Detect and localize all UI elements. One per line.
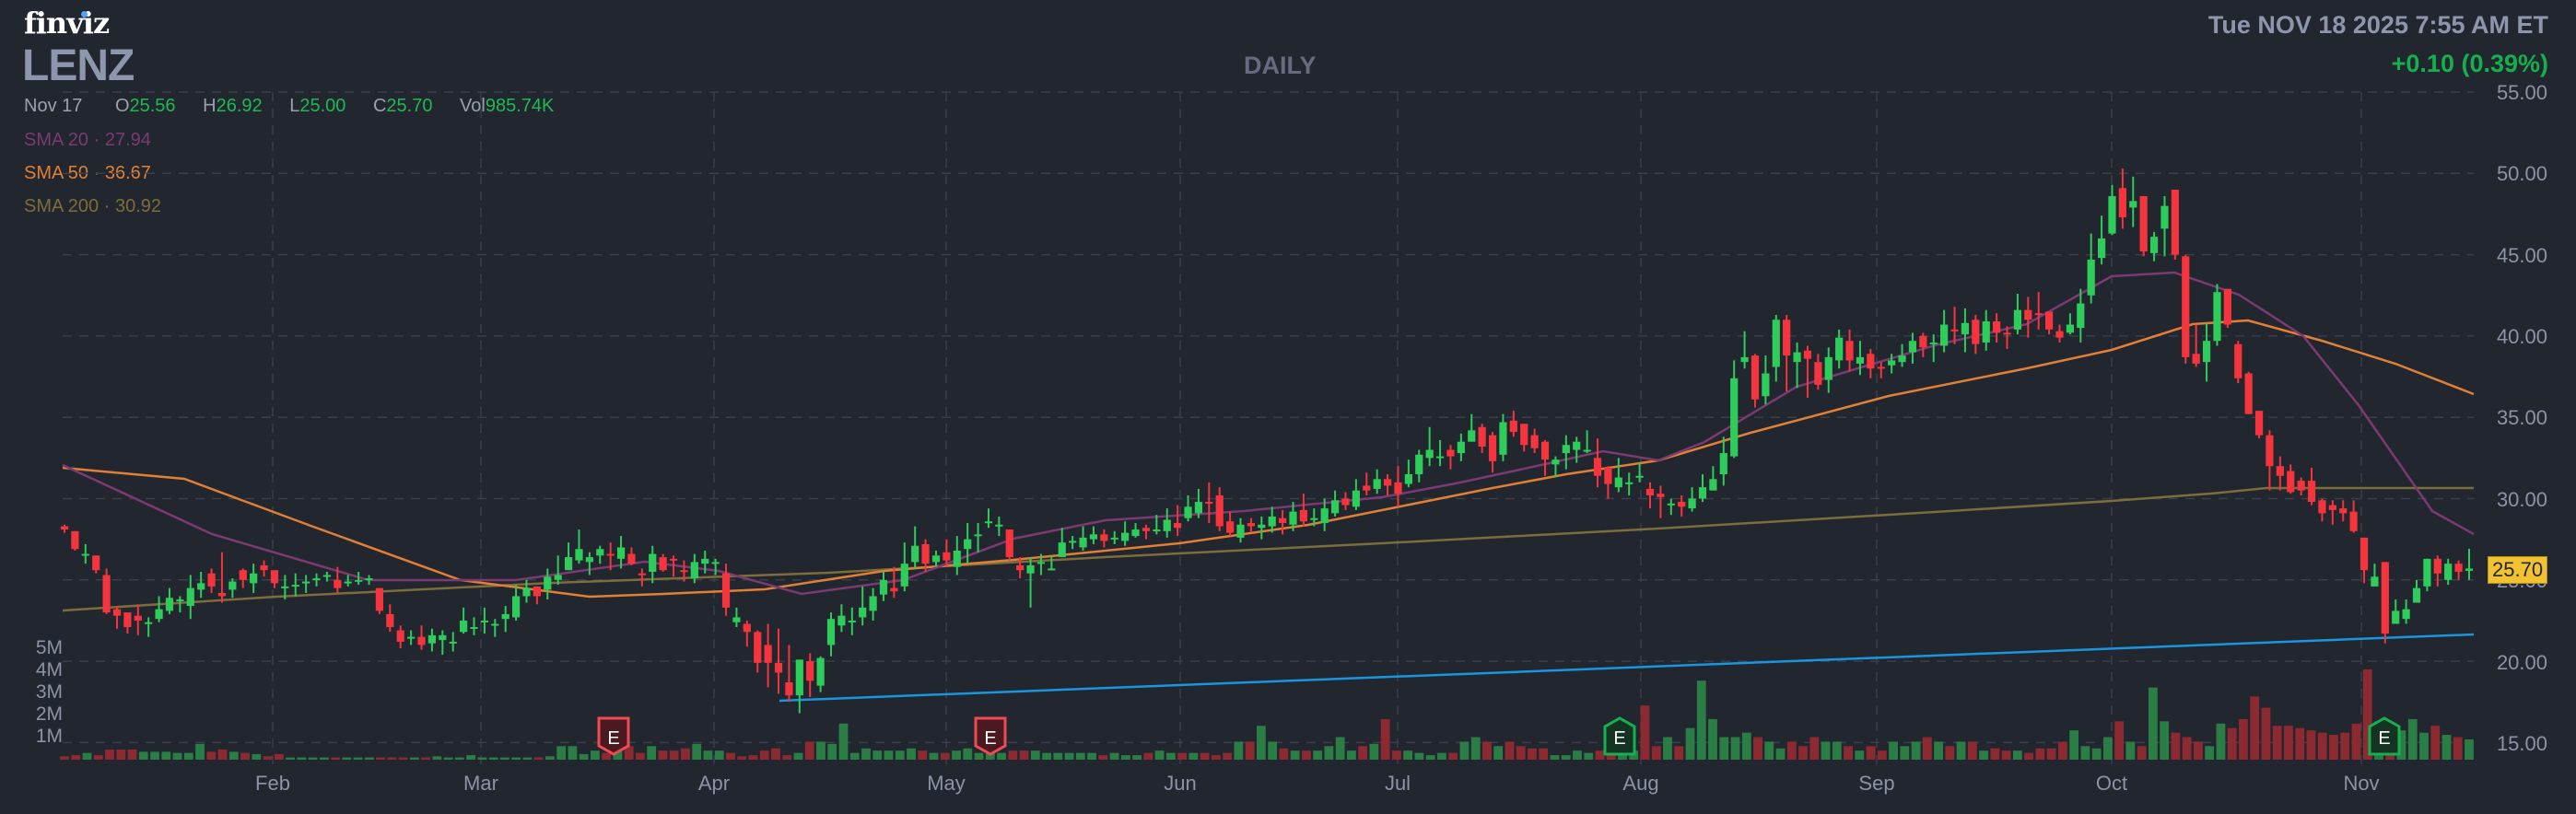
sma20-legend[interactable]: SMA 20 · 27.94	[24, 130, 151, 151]
volume-bars	[60, 669, 2474, 760]
sma20-label: SMA 20	[24, 130, 89, 150]
y-axis-label: 15.00	[2496, 732, 2547, 755]
y-axis-label: 35.00	[2496, 406, 2547, 429]
svg-text:E: E	[984, 728, 996, 749]
svg-text:E: E	[2378, 728, 2390, 749]
sma200-value: 30.92	[114, 196, 162, 216]
y-axis-label: 45.00	[2496, 244, 2547, 267]
finviz-logo[interactable]: finviz	[24, 6, 110, 41]
sma50-label: SMA 50	[24, 163, 89, 183]
separator: ·	[93, 130, 100, 150]
ticker-symbol: LENZ	[22, 41, 135, 90]
high-label: H	[203, 96, 217, 116]
earnings-marker-icon[interactable]: E	[597, 716, 630, 756]
sma20-value: 27.94	[104, 130, 151, 150]
volume-axis-label: 3M	[35, 681, 63, 703]
volume-axis-label: 1M	[35, 726, 63, 747]
ohlc-date: Nov 17	[24, 96, 83, 116]
ohlc-legend: Nov 17 O25.56 H26.92 L25.00 C25.70 Vol98…	[24, 96, 576, 117]
low-value: 25.00	[299, 96, 346, 116]
x-axis-label: Jun	[1164, 772, 1197, 795]
y-axis-label: 20.00	[2496, 651, 2547, 674]
x-axis-label: Jul	[1384, 772, 1411, 795]
svg-text:E: E	[607, 728, 619, 749]
sma200-legend[interactable]: SMA 200 · 30.92	[24, 196, 161, 217]
earnings-marker-icon[interactable]: E	[2368, 716, 2401, 756]
high-value: 26.92	[216, 96, 263, 116]
y-axis-label: 30.00	[2496, 488, 2547, 511]
y-axis-label: 50.00	[2496, 162, 2547, 185]
logo-dot-icon	[81, 11, 88, 17]
sma50-value: 36.67	[104, 163, 151, 183]
price-change: +0.10 (0.39%)	[2391, 50, 2548, 77]
separator: ·	[103, 196, 111, 216]
close-value: 25.70	[386, 96, 433, 116]
low-label: L	[289, 96, 300, 116]
svg-text:E: E	[1613, 728, 1625, 749]
x-axis-label: May	[927, 772, 966, 795]
support-trendline[interactable]	[779, 633, 2475, 703]
x-axis-label: Sep	[1858, 772, 1895, 795]
logo-text: finviz	[24, 6, 110, 41]
timeframe-label: DAILY	[1244, 52, 1317, 79]
earnings-marker-icon[interactable]: E	[1603, 716, 1636, 756]
x-axis-label: Oct	[2095, 772, 2128, 795]
sma200-label: SMA 200	[24, 196, 100, 216]
datetime-label: Tue NOV 18 2025 7:55 AM ET	[2207, 11, 2548, 39]
candlesticks	[60, 169, 2474, 714]
open-value: 25.56	[129, 96, 176, 116]
earnings-marker-icon[interactable]: E	[974, 716, 1007, 756]
x-axis-label: Apr	[697, 772, 731, 795]
open-label: O	[114, 96, 130, 116]
x-axis-label: Aug	[1622, 772, 1659, 795]
volume-axis-label: 2M	[35, 704, 63, 725]
last-price-tag: 25.70	[2488, 556, 2548, 584]
y-axis-label: 55.00	[2496, 81, 2547, 104]
x-axis-label: Feb	[255, 772, 290, 795]
y-axis-label: 40.00	[2496, 325, 2547, 348]
x-axis-label: Mar	[463, 772, 498, 795]
close-label: C	[372, 96, 387, 116]
volume-axis-label: 4M	[35, 659, 63, 680]
volume-axis-label: 5M	[35, 637, 63, 658]
x-axis-label: Nov	[2343, 772, 2380, 795]
volume-value: 985.74K	[485, 96, 555, 116]
volume-label: Vol	[460, 96, 486, 116]
